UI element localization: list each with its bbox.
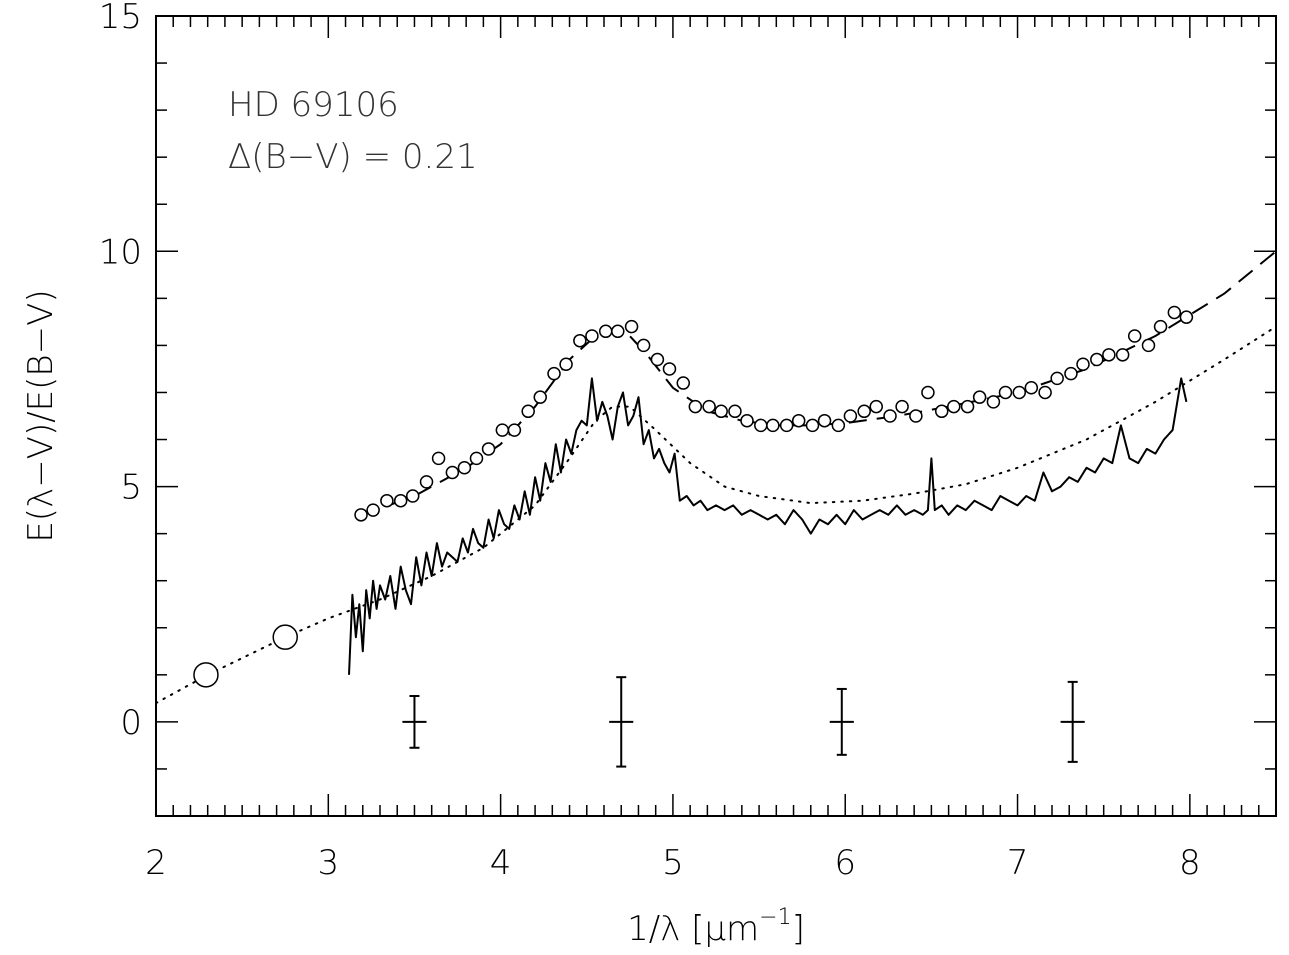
y-tick-label: 10 [99,232,142,272]
data-point [585,329,599,343]
data-point [754,418,768,433]
x-tick-label: 2 [145,843,167,883]
data-point [947,399,961,414]
data-point [791,413,806,428]
x-tick-label: 6 [834,843,856,883]
data-point [1115,348,1130,362]
data-point [405,489,420,503]
data-point [611,324,625,339]
data-point [702,399,716,414]
data-point [714,404,728,419]
data-point [445,465,460,480]
data-point [895,399,909,414]
data-point [547,366,561,381]
data-point [1050,371,1064,386]
data-point [688,399,703,414]
data-point [598,324,613,339]
data-point [1179,310,1194,324]
data-point [393,493,408,508]
data-point [1127,329,1142,343]
x-tick-label: 4 [490,843,512,883]
data-point [883,409,897,423]
data-point [457,461,472,475]
data-point [972,390,987,404]
annotation-delta-bv: Δ(B−V) = 0.21 [228,137,478,177]
data-point [817,413,832,428]
data-point [507,423,522,437]
data-point [431,451,446,466]
x-axis-title-main: 1/λ [μm [627,909,759,949]
data-point [380,493,394,508]
data-point [1141,338,1156,353]
data-point [533,390,547,404]
x-axis-ticks: 2 3 4 5 6 7 8 [145,16,1277,883]
data-point [909,409,923,423]
data-point [805,418,820,433]
data-point [354,508,368,522]
data-point [366,503,380,517]
solid-spectrum-line [348,377,1188,675]
y-tick-label: 5 [120,468,142,508]
data-point [831,418,846,433]
x-tick-label: 5 [662,843,684,883]
data-point [650,352,665,367]
dashed-fit-line [362,250,1277,516]
data-point [960,399,975,414]
data-point [676,376,691,390]
data-point [481,442,496,456]
data-point [998,385,1013,400]
data-point [521,404,535,419]
data-point [779,418,794,433]
data-point [1102,348,1116,362]
y-axis-ticks: 0 5 10 15 [99,0,1276,817]
data-point [495,423,510,437]
x-tick-label: 3 [317,843,339,883]
data-point [469,451,484,466]
y-axis-title: E(λ−V)/E(B−V) [21,289,61,542]
data-point [857,404,871,419]
series-layer [155,250,1277,768]
plot-frame [155,15,1277,817]
dotted-fit-line [155,325,1277,705]
x-tick-label: 7 [1007,843,1029,883]
x-axis-title-sup: −1 [759,905,791,930]
data-point [934,404,949,419]
data-point [1024,381,1039,395]
data-point [419,475,434,489]
x-axis-title-close: ] [792,909,805,949]
data-point [559,357,573,371]
data-point [1167,305,1182,320]
data-point [624,319,639,334]
data-point [636,338,651,353]
data-point [986,395,1001,409]
data-point [1038,385,1052,400]
annotation-star-name: HD 69106 [228,85,399,125]
photometric-point [193,662,219,688]
y-tick-label: 15 [99,0,142,37]
data-point [869,399,883,414]
y-tick-label: 0 [120,703,142,743]
data-point [728,404,742,419]
data-point [1090,352,1104,367]
data-point [766,418,780,433]
data-point [921,385,935,400]
data-point [573,333,587,348]
data-point [1153,319,1168,334]
photometric-point [272,624,298,650]
data-point [662,362,677,376]
data-point [1076,357,1090,371]
x-axis-title: 1/λ [μm−1] [627,905,805,949]
data-point [1064,366,1078,381]
data-point [740,413,754,428]
data-point [1012,385,1027,400]
data-point [843,409,858,423]
x-tick-label: 8 [1179,843,1201,883]
